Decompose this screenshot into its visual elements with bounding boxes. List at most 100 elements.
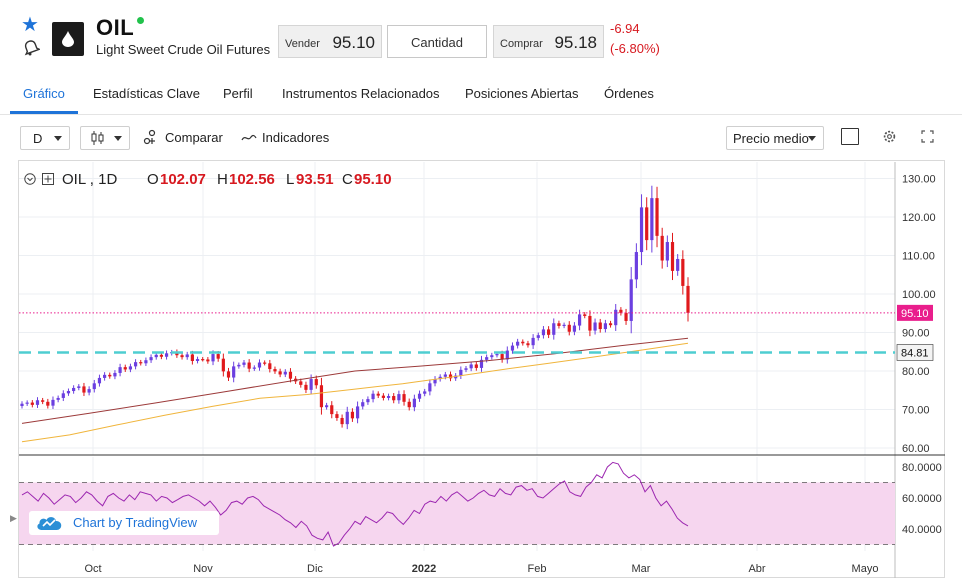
candle-body: [20, 403, 24, 407]
change-absolute: -6.94: [610, 21, 640, 36]
price-axis-label: 90.00: [902, 328, 930, 340]
quantity-input[interactable]: Cantidad: [387, 25, 487, 58]
legend-series: OIL , 1D: [62, 171, 118, 188]
candle-body: [87, 389, 91, 393]
oil-drop-icon: [62, 31, 74, 47]
candle-body: [35, 400, 40, 405]
star-icon[interactable]: ★: [21, 14, 39, 36]
candle-body: [459, 369, 463, 376]
candle-body: [51, 399, 55, 406]
sell-button[interactable]: Vender 95.10: [278, 25, 382, 58]
collapse-icon[interactable]: [24, 173, 36, 185]
chart-style-select[interactable]: [80, 126, 130, 150]
candle-body: [402, 394, 406, 402]
horizontal-level-tag: [896, 344, 934, 361]
candle-body: [386, 396, 391, 398]
candle-body: [536, 335, 540, 338]
legend-low-label: L: [286, 171, 295, 188]
tab-estadisticas[interactable]: Estadísticas Clave: [93, 86, 200, 101]
candle-body: [634, 252, 638, 280]
price-type-select[interactable]: Precio medio: [726, 126, 824, 150]
candle-body: [41, 400, 45, 402]
candle-body: [681, 258, 685, 286]
sell-label: Vender: [285, 38, 320, 50]
candle-body: [61, 393, 65, 398]
buy-button[interactable]: Comprar 95.18: [493, 25, 604, 58]
tab-grafico[interactable]: Gráfico: [23, 86, 65, 101]
add-icon[interactable]: [42, 173, 54, 185]
candle-body: [66, 391, 71, 394]
candle-body: [407, 401, 411, 408]
candle-body: [397, 394, 401, 401]
indicators-button[interactable]: Indicadores: [262, 130, 330, 145]
candle-body: [309, 379, 313, 390]
indicators-icon[interactable]: [241, 133, 257, 143]
candle-body: [448, 374, 453, 379]
price-axis-label: 80.00: [902, 366, 930, 378]
candle-body: [97, 377, 102, 384]
bell-icon[interactable]: [22, 38, 40, 56]
candle-body: [226, 371, 231, 378]
candle-body: [108, 374, 112, 377]
candle-body: [340, 417, 344, 425]
candle-body: [479, 359, 484, 368]
candle-body: [72, 387, 76, 392]
candle-body: [686, 285, 690, 313]
candle-body: [252, 367, 256, 369]
last-price-label: 95.10: [901, 308, 929, 320]
legend-open-label: O: [147, 171, 159, 188]
interval-select[interactable]: D: [20, 126, 70, 150]
candle-body: [144, 360, 148, 364]
checkbox-toggle[interactable]: [841, 128, 859, 145]
time-axis-label: Feb: [528, 563, 547, 575]
candle-body: [56, 397, 60, 400]
chevron-down-icon: [114, 136, 122, 141]
candle-body: [355, 406, 360, 419]
last-price-tag: [897, 304, 933, 321]
tab-posiciones[interactable]: Posiciones Abiertas: [465, 86, 579, 101]
candle-body: [128, 366, 133, 370]
candle-body: [247, 362, 251, 369]
candles-icon: [91, 131, 104, 145]
sell-price: 95.10: [332, 33, 375, 52]
gear-icon[interactable]: [882, 129, 897, 144]
tab-instrumentos[interactable]: Instrumentos Relacionados: [282, 86, 440, 101]
instrument-name: Light Sweet Crude Oil Futures: [96, 42, 271, 57]
candle-body: [676, 258, 680, 271]
candle-body: [650, 198, 654, 241]
candle-body: [190, 354, 194, 361]
market-open-dot: [137, 17, 144, 24]
compare-icon[interactable]: [143, 129, 161, 145]
rsi-axis-label: 80.0000: [902, 462, 942, 474]
candle-body: [593, 322, 597, 331]
rsi-line: [21, 461, 689, 547]
time-axis-label: Abr: [748, 563, 765, 575]
candle-body: [195, 359, 200, 361]
candle-body: [608, 323, 613, 326]
candle-body: [552, 323, 556, 335]
candle-body: [485, 357, 489, 360]
candle-body: [464, 368, 468, 370]
candle-body: [299, 381, 303, 385]
candle-body: [567, 324, 571, 332]
candle-body: [624, 312, 628, 321]
tab-perfil[interactable]: Perfil: [223, 86, 253, 101]
time-axis-label: Mayo: [852, 563, 879, 575]
symbol-title: OIL: [96, 15, 135, 40]
price-axis-label: 110.00: [902, 251, 935, 263]
tradingview-cloud-icon: [37, 517, 62, 530]
candle-body: [304, 384, 308, 390]
quantity-placeholder: Cantidad: [410, 35, 464, 50]
candle-body: [572, 325, 577, 332]
expand-arrow-icon[interactable]: ▶: [10, 513, 17, 523]
time-axis-label: Oct: [84, 563, 101, 575]
candle-body: [629, 279, 633, 321]
candle-body: [164, 353, 169, 357]
fullscreen-icon[interactable]: [921, 130, 934, 143]
tradingview-watermark[interactable]: Chart by TradingView: [29, 511, 219, 535]
compare-button[interactable]: Comparar: [165, 130, 223, 145]
tab-ordenes[interactable]: Órdenes: [604, 86, 654, 101]
candle-body: [325, 405, 329, 408]
rsi-axis-label: 40.0000: [902, 524, 942, 536]
